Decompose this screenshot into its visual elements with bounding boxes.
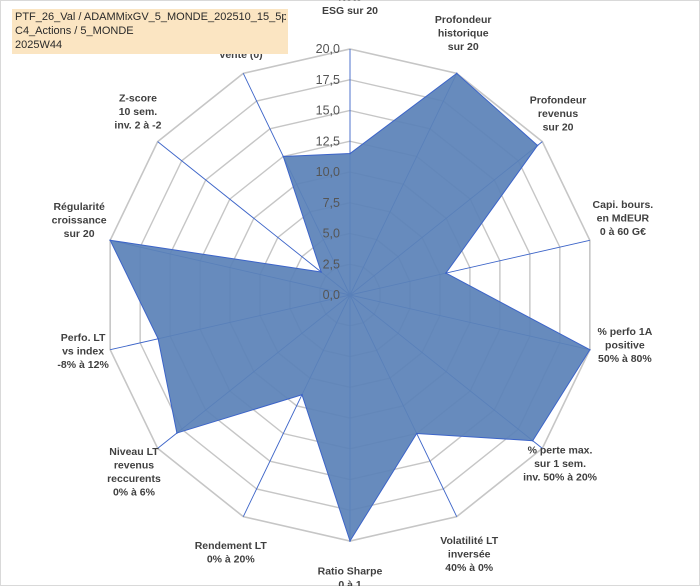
axis-label-9-line-1: revenus xyxy=(114,459,154,471)
radar-series xyxy=(109,72,591,543)
tick-label-1: 2,5 xyxy=(323,257,340,271)
axis-label-12-line-2: inv. 2 à -2 xyxy=(114,119,161,131)
data-point-6 xyxy=(415,432,418,435)
axis-label-10-line-2: -8% à 12% xyxy=(57,359,109,371)
data-point-10 xyxy=(157,337,159,340)
axis-label-3-line-0: Capi. bours. xyxy=(593,199,654,211)
axis-label-5-line-2: inv. 50% à 20% xyxy=(523,472,598,484)
axis-label-5-line-1: sur 1 sem. xyxy=(534,458,586,470)
data-point-8 xyxy=(301,393,303,396)
data-point-3 xyxy=(445,272,447,274)
data-point-2 xyxy=(536,144,539,147)
axis-label-4-line-0: % perfo 1A xyxy=(597,326,652,338)
axis-label-0: Note ESG sur 20 xyxy=(322,0,378,17)
axis-label-12: Z-score 10 sem.inv. 2 à -2 xyxy=(114,92,161,131)
chart-title-line-1: PTF_26_Val / ADAMMixGV_5_MONDE_202510_15… xyxy=(15,11,286,23)
axis-label-8-line-0: Rendement LT xyxy=(195,540,268,552)
axis-label-2-line-0: Profondeur xyxy=(530,94,587,106)
tick-label-7: 17,5 xyxy=(316,73,340,87)
data-point-12 xyxy=(320,271,322,273)
data-point-1 xyxy=(455,72,458,75)
axis-label-12-line-1: 10 sem. xyxy=(119,106,158,118)
axis-label-0-line-0: Note xyxy=(338,0,361,3)
axis-label-6-line-0: Volatilité LT xyxy=(440,535,499,547)
axis-label-8: Rendement LT0% à 20% xyxy=(195,540,268,566)
axis-label-4-line-2: 50% à 80% xyxy=(598,353,652,365)
axis-label-9-line-0: Niveau LT xyxy=(109,446,159,458)
tick-label-5: 12,5 xyxy=(316,134,340,148)
axis-label-2-line-1: revenus xyxy=(538,108,578,120)
data-point-9 xyxy=(176,432,178,434)
data-point-11 xyxy=(109,239,111,242)
axis-label-3-line-2: 0 à 60 G€ xyxy=(600,226,646,238)
axis-label-11-line-0: Régularité xyxy=(53,201,105,213)
axis-label-7: Ratio Sharpe 0 à 1 xyxy=(318,565,383,586)
axis-label-1-line-2: sur 20 xyxy=(448,41,479,53)
axis-label-4-line-1: positive xyxy=(605,339,645,351)
data-point-0 xyxy=(349,152,351,155)
radar-tick-labels: 0,0 2,5 5,0 7,5 10,0 12,5 15,0 17,5 20,0 xyxy=(316,42,340,302)
tick-label-4: 10,0 xyxy=(316,165,340,179)
axis-label-2-line-2: sur 20 xyxy=(543,121,574,133)
axis-label-7-line-1: 0 à 1 xyxy=(338,579,362,586)
axis-label-6-line-2: 40% à 0% xyxy=(445,562,494,574)
axis-label-5: % perte max.sur 1 sem. inv. 50% à 20% xyxy=(523,445,598,484)
axis-label-8-line-1: 0% à 20% xyxy=(207,553,256,565)
axis-label-10-line-1: vs index xyxy=(62,345,104,357)
axis-label-1-line-1: historique xyxy=(438,27,489,39)
tick-label-8: 20,0 xyxy=(316,42,340,56)
chart-title-line-3: 2025W44 xyxy=(15,39,63,51)
data-point-5 xyxy=(531,439,534,442)
axis-label-11-line-2: sur 20 xyxy=(64,228,95,240)
axis-label-9-line-2: reccurents xyxy=(107,473,161,485)
axis-label-12-line-0: Z-score xyxy=(119,92,157,104)
axis-label-0-line-1: ESG sur 20 xyxy=(322,5,378,17)
tick-label-6: 15,0 xyxy=(316,104,340,118)
axis-label-6-line-1: inversée xyxy=(448,549,491,561)
data-point-4 xyxy=(589,348,591,351)
tick-label-0: 0,0 xyxy=(323,288,340,302)
axis-label-9-line-3: 0% à 6% xyxy=(113,486,156,498)
tick-label-2: 5,0 xyxy=(323,227,340,241)
data-point-7 xyxy=(349,540,351,542)
chart-title-box: PTF_26_Val / ADAMMixGV_5_MONDE_202510_15… xyxy=(12,9,288,54)
axis-label-11-line-1: croissance xyxy=(52,215,107,227)
data-point-13 xyxy=(282,155,285,158)
chart-title-line-2: C4_Actions / 5_MONDE xyxy=(15,25,134,37)
axis-label-7-line-0: Ratio Sharpe xyxy=(318,565,383,577)
axis-label-10-line-0: Perfo. LT xyxy=(61,332,106,344)
axis-label-1-line-0: Profondeur xyxy=(435,14,492,26)
tick-label-3: 7,5 xyxy=(323,196,340,210)
spoke-12 xyxy=(157,141,351,296)
axis-label-3-line-1: en MdEUR xyxy=(597,213,650,225)
axis-label-5-line-0: % perte max. xyxy=(528,445,593,457)
